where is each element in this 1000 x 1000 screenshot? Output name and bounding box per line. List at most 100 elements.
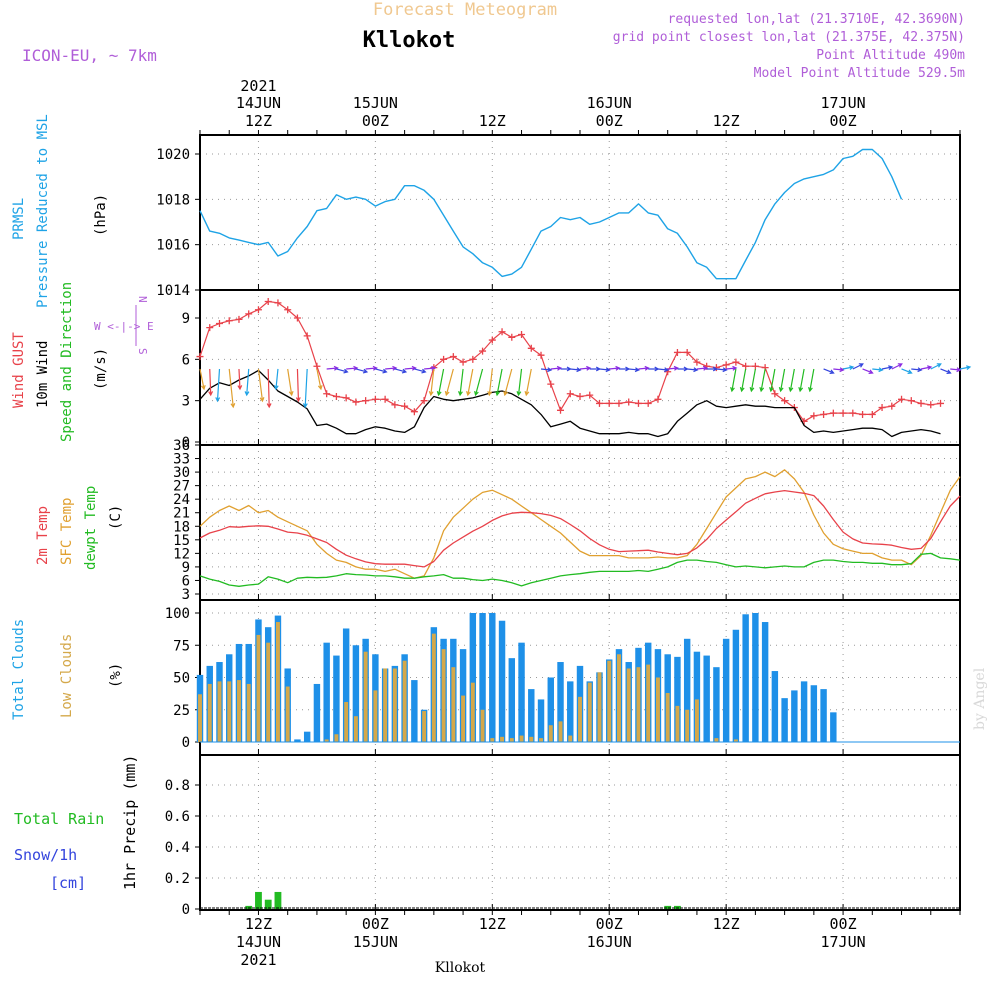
- wind-direction-arrow: [648, 366, 660, 372]
- wind-direction-arrow: [495, 368, 503, 397]
- top-date-label: 17JUN: [820, 94, 865, 112]
- wind-direction-arrow: [739, 368, 747, 393]
- gust-point-marker: [332, 393, 340, 401]
- bottom-date-label: 17JUN: [820, 933, 865, 951]
- total-cloud-bar: [810, 685, 818, 742]
- total-cloud-bar: [830, 712, 837, 742]
- low-cloud-bar: [461, 695, 466, 742]
- gust-point-marker: [449, 353, 457, 361]
- precip-unit-label: 1hr Precip (mm): [121, 755, 139, 890]
- gust-point-marker: [683, 348, 691, 356]
- total-cloud-bar: [479, 613, 486, 742]
- gust-point-marker: [547, 380, 555, 388]
- top-time-label: 00Z: [362, 112, 389, 130]
- wind-direction-arrow: [516, 368, 523, 397]
- requested-coords: requested lon,lat (21.3710E, 42.3690N): [668, 12, 965, 27]
- cloud-unit-label: (%): [108, 663, 124, 688]
- ytick-label: 36: [173, 438, 190, 454]
- wind-direction-arrow: [237, 368, 243, 391]
- low-cloud-bar: [246, 683, 251, 742]
- gust-point-marker: [615, 399, 623, 407]
- gust-point-marker: [722, 361, 730, 369]
- wind-direction-arrow: [444, 368, 454, 397]
- wind-labels: Wind GUST 10m Wind Speed and Direction (…: [11, 282, 154, 442]
- wind-direction-arrow: [823, 368, 835, 375]
- wind-direction-arrow: [730, 368, 737, 393]
- gust-point-marker: [839, 409, 847, 417]
- wind-direction-arrow: [901, 368, 913, 375]
- gust-point-marker: [459, 358, 467, 366]
- total-clouds-label: Total Clouds: [11, 619, 27, 720]
- low-cloud-bar: [587, 682, 592, 742]
- pressure-labels: PRMSL Pressure Reduced to MSL (hPa): [11, 114, 109, 308]
- gust-point-marker: [254, 306, 262, 314]
- ytick-label: 0.6: [165, 809, 190, 825]
- bottom-time-label: 00Z: [362, 915, 389, 933]
- wind-direction-arrow: [375, 368, 388, 374]
- wind-direction-arrow: [487, 368, 493, 397]
- low-cloud-bar: [597, 672, 602, 742]
- total-cloud-bar: [791, 690, 798, 742]
- dew-temp-series-line: [199, 552, 961, 587]
- top-year-label: 2021: [240, 77, 276, 95]
- wind-direction-arrow: [550, 365, 563, 371]
- total-cloud-bar: [303, 731, 311, 742]
- wind-direction-arrow: [287, 368, 294, 397]
- low-cloud-bar: [207, 683, 212, 742]
- temp2m-label: 2m Temp: [35, 506, 51, 565]
- ytick-label: 6: [182, 573, 190, 589]
- gust-point-marker: [479, 347, 487, 355]
- wind-direction-arrow: [316, 368, 323, 391]
- low-clouds-label: Low Clouds: [59, 634, 75, 718]
- gust-point-marker: [644, 399, 652, 407]
- gust-point-marker: [381, 395, 389, 403]
- wind10m-label: 10m Wind: [35, 341, 51, 408]
- gust-point-marker: [907, 397, 915, 405]
- wind-direction-arrow: [365, 365, 378, 371]
- gust-point-marker: [859, 410, 867, 418]
- bottom-time-label: 12Z: [479, 915, 506, 933]
- wind-direction-arrow: [540, 367, 553, 373]
- gust-point-marker: [566, 390, 574, 398]
- plot-layer: 1014101610181020036936912151821242730333…: [156, 77, 972, 969]
- gust-point-marker: [313, 362, 321, 370]
- gust-point-marker: [868, 410, 876, 418]
- compass-n: N: [136, 296, 149, 303]
- low-cloud-bar: [578, 696, 582, 742]
- precip-labels: Total Rain Snow/1h [cm] 1hr Precip (mm): [14, 755, 139, 892]
- wind-direction-arrow: [618, 366, 631, 372]
- rain-bar: [664, 905, 672, 909]
- top-time-label: 12Z: [245, 112, 272, 130]
- total-cloud-bar: [313, 683, 321, 742]
- gust-point-marker: [323, 390, 331, 398]
- total-cloud-bar: [537, 699, 545, 742]
- total-cloud-bar: [567, 681, 574, 742]
- wind-direction-arrow: [394, 368, 408, 374]
- ytick-label: 33: [173, 452, 190, 468]
- compass-s: S: [136, 348, 149, 355]
- ytick-label: 12: [173, 546, 190, 562]
- low-cloud-bar: [285, 686, 290, 742]
- low-cloud-bar: [694, 699, 699, 742]
- watermark: by Angel: [972, 667, 988, 730]
- wind-direction-arrow: [798, 368, 805, 393]
- gust-point-marker: [488, 336, 496, 344]
- top-time-label: 12Z: [479, 112, 506, 130]
- wind-direction-arrow: [466, 368, 474, 397]
- bottom-date-label: 15JUN: [353, 933, 398, 951]
- ytick-label: 15: [173, 533, 190, 549]
- gust-point-marker: [927, 401, 935, 409]
- wind-direction-arrow: [458, 368, 464, 397]
- ytick-label: 0.4: [165, 840, 190, 856]
- wind-direction-arrow: [911, 367, 923, 373]
- total-cloud-bar: [294, 739, 301, 742]
- wind-direction-arrow: [628, 367, 640, 373]
- wind-direction-arrow: [336, 368, 349, 374]
- total-cloud-bar: [722, 638, 730, 742]
- wind-direction-arrow: [560, 366, 572, 372]
- bottom-time-label: 00Z: [830, 915, 857, 933]
- wind-direction-arrow: [428, 368, 435, 397]
- panel-temperature: [199, 444, 961, 601]
- location-title: Kllokot: [363, 28, 456, 53]
- total-cloud-bar: [547, 677, 554, 742]
